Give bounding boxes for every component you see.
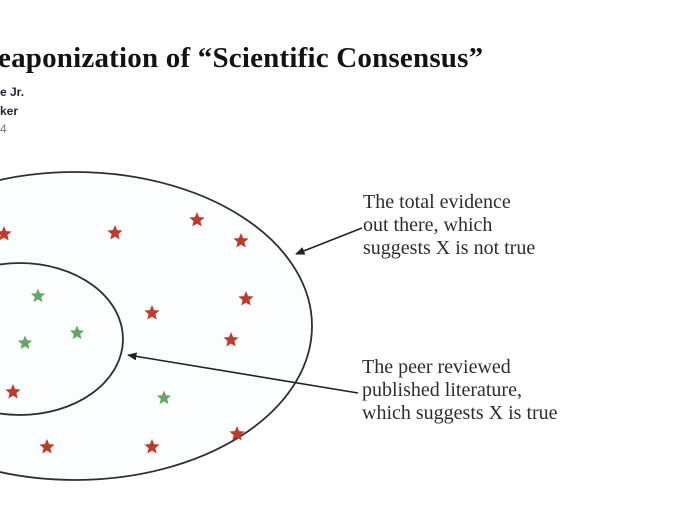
annotation-line: out there, which [363,214,493,236]
total-evidence-ellipse [0,171,313,481]
peer-reviewed-ellipse [0,262,124,416]
annotation-line: The total evidence [363,191,511,213]
annotation-line: published literature, [362,379,522,401]
arrow-to-total-evidence [295,227,363,255]
green-star-marker [17,335,33,350]
byline-date: 4 [0,122,7,136]
annotation-line: suggests X is not true [363,237,536,259]
red-star-marker [238,291,254,306]
red-star-marker [233,233,249,248]
red-star-marker [0,226,12,241]
red-star-marker [223,332,239,347]
red-star-marker [5,384,21,399]
arrow-to-peer-reviewed [127,352,359,394]
red-star-marker [144,439,160,454]
red-star-marker [189,212,205,227]
green-star-marker [30,288,46,303]
annotation-line: which suggests X is true [362,402,558,424]
red-star-marker [107,225,123,240]
page-title: eaponization of “Scientific Consensus” [0,42,484,74]
byline-author[interactable]: e Jr. [0,85,25,99]
green-star-marker [69,325,85,340]
annotation-total-evidence: The total evidence out there, which sugg… [363,191,535,260]
red-star-marker [144,305,160,320]
annotation-line: The peer reviewed [362,356,511,378]
green-star-marker [156,390,172,405]
red-star-marker [39,439,55,454]
red-star-marker [229,426,245,441]
annotation-peer-reviewed: The peer reviewed published literature, … [362,356,558,425]
byline-publication[interactable]: ker [0,104,19,118]
